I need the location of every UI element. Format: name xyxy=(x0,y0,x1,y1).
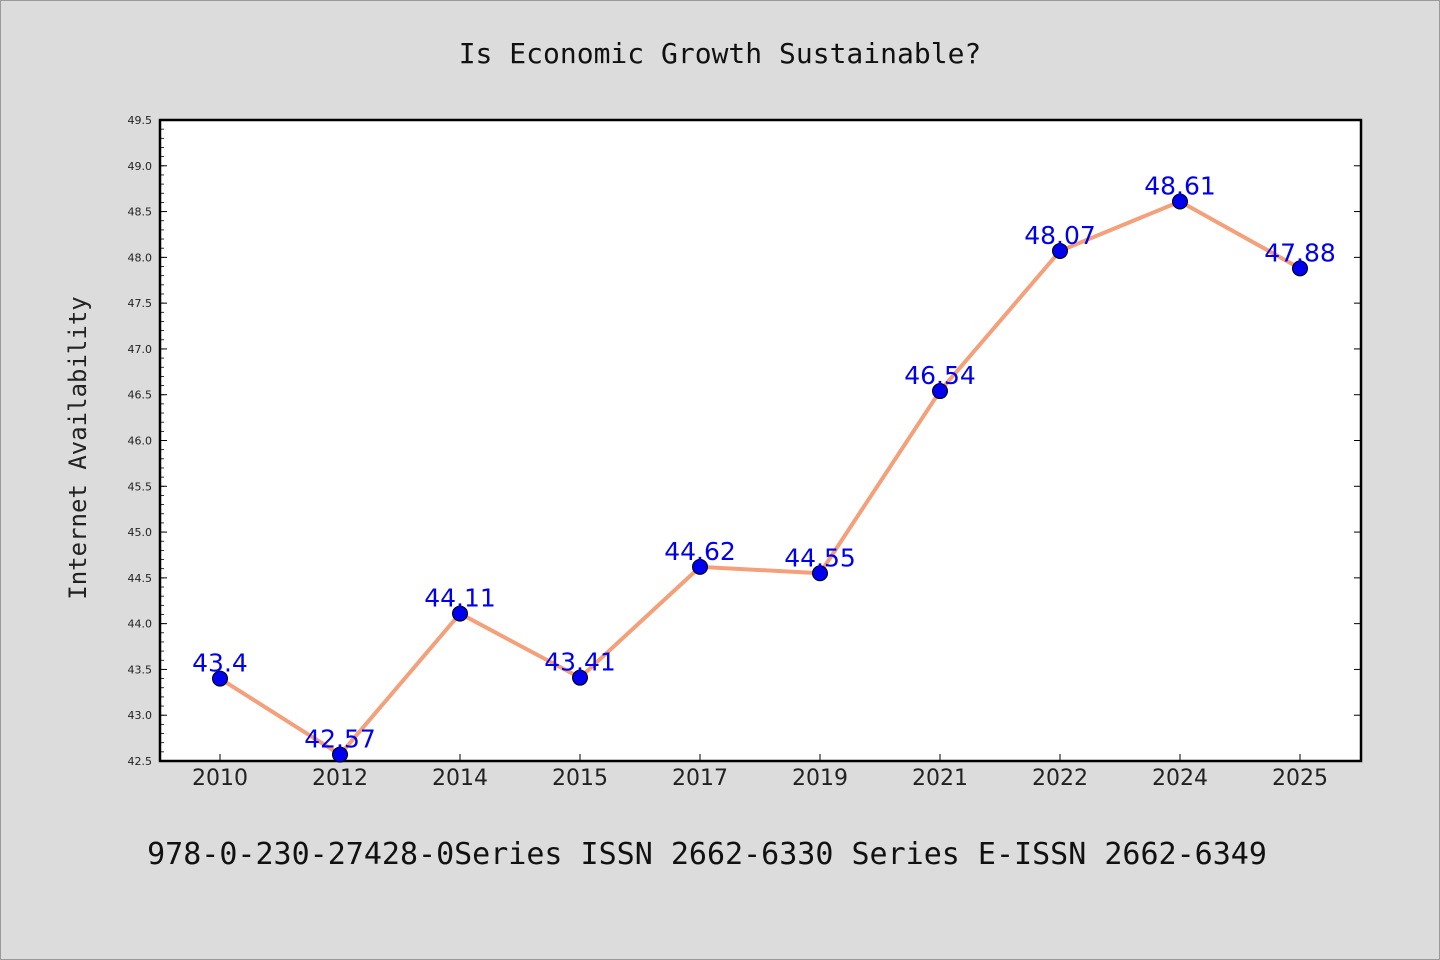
y-tick-label: 48.0 xyxy=(128,251,153,264)
data-point xyxy=(452,605,468,622)
y-tick-label: 47.5 xyxy=(128,297,153,310)
y-tick-label: 43.0 xyxy=(128,709,153,722)
data-label: 48.61 xyxy=(1144,171,1216,200)
y-tick-label: 47.0 xyxy=(128,343,153,356)
data-label: 44.62 xyxy=(664,537,736,566)
y-tick-label: 48.5 xyxy=(128,206,153,219)
y-axis: 42.5 43.0 43.5 44.0 44.5 45.0 45.5 46.0 46.5 47.0… xyxy=(128,114,1361,768)
x-tick-label: 2010 xyxy=(192,766,248,791)
y-tick-label: 49.0 xyxy=(128,160,153,173)
y-tick-label: 42.5 xyxy=(128,755,153,768)
plot-area xyxy=(158,118,1363,763)
y-tick-label: 45.0 xyxy=(128,526,153,539)
chart-title: Is Economic Growth Sustainable? xyxy=(459,37,982,70)
y-tick-label: 46.0 xyxy=(128,435,153,448)
y-tick-label: 49.5 xyxy=(128,114,153,127)
data-label: 46.54 xyxy=(904,361,976,390)
x-tick-label: 2015 xyxy=(552,766,608,791)
data-point xyxy=(212,670,228,687)
x-tick-label: 2017 xyxy=(672,766,728,791)
x-tick-label: 2025 xyxy=(1272,766,1328,791)
data-label: 44.55 xyxy=(784,543,856,572)
data-points xyxy=(212,193,1308,763)
y-tick-label: 44.5 xyxy=(128,572,153,585)
x-tick-label: 2014 xyxy=(432,766,488,791)
data-label: 47.88 xyxy=(1264,238,1336,267)
x-tick-label: 2021 xyxy=(912,766,968,791)
y-tick-label: 43.5 xyxy=(128,663,153,676)
x-axis: 2010 2012 2014 2015 2017 2019 2021 2022 2024 2025 xyxy=(192,754,1328,791)
x-tick-label: 2019 xyxy=(792,766,848,791)
series-line xyxy=(218,199,1301,757)
y-tick-label: 45.5 xyxy=(128,480,153,493)
y-tick-label: 46.5 xyxy=(128,389,153,402)
data-point xyxy=(812,565,828,582)
y-tick-label: 44.0 xyxy=(128,618,153,631)
x-tick-label: 2022 xyxy=(1032,766,1088,791)
data-point xyxy=(332,746,348,763)
data-point xyxy=(1052,242,1068,259)
y-axis-label: Internet Availability xyxy=(64,296,92,599)
data-point xyxy=(1172,193,1188,210)
data-label: 48.07 xyxy=(1024,221,1096,250)
data-labels: 43.4 42.57 44.11 43.41 44.62 44.55 46.54 48.07 4… xyxy=(192,171,1336,753)
data-label: 44.11 xyxy=(424,584,496,613)
data-label: 43.41 xyxy=(544,648,616,677)
data-point xyxy=(572,669,588,686)
data-point xyxy=(932,383,948,400)
data-label: 42.57 xyxy=(304,725,376,754)
data-point xyxy=(692,558,708,575)
x-tick-label: 2024 xyxy=(1152,766,1208,791)
footer-text: 978-0-230-27428-0Series ISSN 2662-6330 S… xyxy=(147,837,1267,872)
data-point xyxy=(1292,260,1308,277)
data-label: 43.4 xyxy=(192,649,248,678)
x-tick-label: 2012 xyxy=(312,766,368,791)
